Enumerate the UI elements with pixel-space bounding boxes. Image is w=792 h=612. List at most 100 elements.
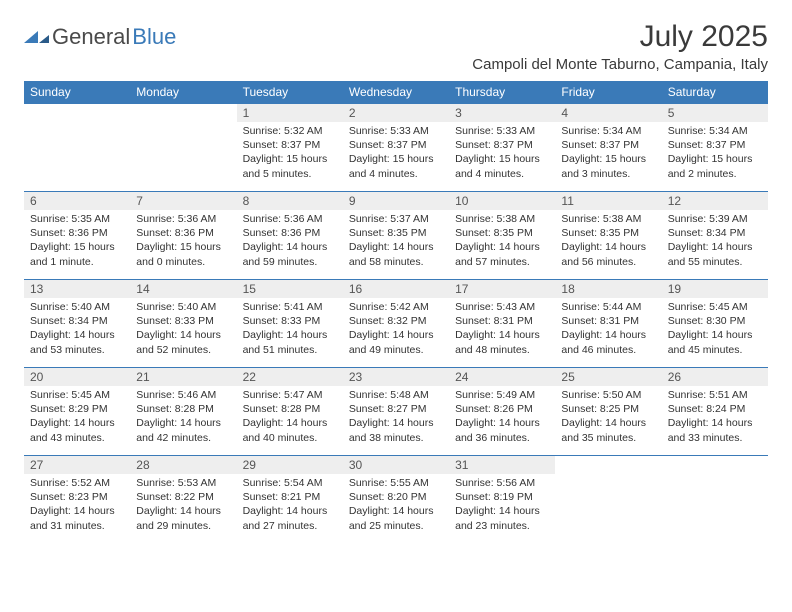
day-content: Sunrise: 5:47 AMSunset: 8:28 PMDaylight:… bbox=[237, 386, 343, 449]
sunset-text: Sunset: 8:23 PM bbox=[30, 490, 124, 504]
day-number: 1 bbox=[237, 104, 343, 122]
calendar-day-cell: 1Sunrise: 5:32 AMSunset: 8:37 PMDaylight… bbox=[237, 104, 343, 192]
day-number: 10 bbox=[449, 192, 555, 210]
weekday-header: Monday bbox=[130, 81, 236, 104]
sunset-text: Sunset: 8:31 PM bbox=[561, 314, 655, 328]
day-number: 8 bbox=[237, 192, 343, 210]
logo-text-1: General bbox=[52, 24, 130, 50]
sunset-text: Sunset: 8:34 PM bbox=[30, 314, 124, 328]
sunrise-text: Sunrise: 5:48 AM bbox=[349, 388, 443, 402]
logo-text-2: Blue bbox=[132, 24, 176, 50]
day-number: 27 bbox=[24, 456, 130, 474]
daylight-text: Daylight: 14 hours and 53 minutes. bbox=[30, 328, 124, 356]
sunrise-text: Sunrise: 5:45 AM bbox=[30, 388, 124, 402]
calendar-day-cell: 15Sunrise: 5:41 AMSunset: 8:33 PMDayligh… bbox=[237, 280, 343, 368]
calendar-day-cell: 31Sunrise: 5:56 AMSunset: 8:19 PMDayligh… bbox=[449, 456, 555, 544]
sunrise-text: Sunrise: 5:56 AM bbox=[455, 476, 549, 490]
day-content: Sunrise: 5:52 AMSunset: 8:23 PMDaylight:… bbox=[24, 474, 130, 537]
calendar-day-cell: 5Sunrise: 5:34 AMSunset: 8:37 PMDaylight… bbox=[662, 104, 768, 192]
sunset-text: Sunset: 8:36 PM bbox=[243, 226, 337, 240]
day-content: Sunrise: 5:44 AMSunset: 8:31 PMDaylight:… bbox=[555, 298, 661, 361]
sunrise-text: Sunrise: 5:38 AM bbox=[561, 212, 655, 226]
day-content: Sunrise: 5:46 AMSunset: 8:28 PMDaylight:… bbox=[130, 386, 236, 449]
location: Campoli del Monte Taburno, Campania, Ita… bbox=[472, 56, 768, 73]
calendar-day-cell: 10Sunrise: 5:38 AMSunset: 8:35 PMDayligh… bbox=[449, 192, 555, 280]
day-number: 9 bbox=[343, 192, 449, 210]
day-number: 29 bbox=[237, 456, 343, 474]
title-block: July 2025 Campoli del Monte Taburno, Cam… bbox=[472, 20, 768, 79]
day-number: 22 bbox=[237, 368, 343, 386]
day-number: 18 bbox=[555, 280, 661, 298]
day-number: 16 bbox=[343, 280, 449, 298]
day-content: Sunrise: 5:45 AMSunset: 8:29 PMDaylight:… bbox=[24, 386, 130, 449]
daylight-text: Daylight: 14 hours and 43 minutes. bbox=[30, 416, 124, 444]
calendar-week-row: 27Sunrise: 5:52 AMSunset: 8:23 PMDayligh… bbox=[24, 456, 768, 544]
sunrise-text: Sunrise: 5:55 AM bbox=[349, 476, 443, 490]
sunrise-text: Sunrise: 5:37 AM bbox=[349, 212, 443, 226]
day-number: 2 bbox=[343, 104, 449, 122]
daylight-text: Daylight: 14 hours and 23 minutes. bbox=[455, 504, 549, 532]
calendar-day-cell: 2Sunrise: 5:33 AMSunset: 8:37 PMDaylight… bbox=[343, 104, 449, 192]
daylight-text: Daylight: 14 hours and 33 minutes. bbox=[668, 416, 762, 444]
day-content: Sunrise: 5:42 AMSunset: 8:32 PMDaylight:… bbox=[343, 298, 449, 361]
day-content: Sunrise: 5:41 AMSunset: 8:33 PMDaylight:… bbox=[237, 298, 343, 361]
day-content: Sunrise: 5:37 AMSunset: 8:35 PMDaylight:… bbox=[343, 210, 449, 273]
day-number: 25 bbox=[555, 368, 661, 386]
sunrise-text: Sunrise: 5:46 AM bbox=[136, 388, 230, 402]
calendar-body: 1Sunrise: 5:32 AMSunset: 8:37 PMDaylight… bbox=[24, 104, 768, 544]
calendar-day-cell: 23Sunrise: 5:48 AMSunset: 8:27 PMDayligh… bbox=[343, 368, 449, 456]
daylight-text: Daylight: 14 hours and 58 minutes. bbox=[349, 240, 443, 268]
calendar-day-cell: 6Sunrise: 5:35 AMSunset: 8:36 PMDaylight… bbox=[24, 192, 130, 280]
sunrise-text: Sunrise: 5:52 AM bbox=[30, 476, 124, 490]
day-number: 4 bbox=[555, 104, 661, 122]
sunset-text: Sunset: 8:28 PM bbox=[243, 402, 337, 416]
calendar-day-cell: 17Sunrise: 5:43 AMSunset: 8:31 PMDayligh… bbox=[449, 280, 555, 368]
calendar-day-cell: 9Sunrise: 5:37 AMSunset: 8:35 PMDaylight… bbox=[343, 192, 449, 280]
day-content: Sunrise: 5:38 AMSunset: 8:35 PMDaylight:… bbox=[555, 210, 661, 273]
weekday-header: Thursday bbox=[449, 81, 555, 104]
sunrise-text: Sunrise: 5:41 AM bbox=[243, 300, 337, 314]
day-number: 12 bbox=[662, 192, 768, 210]
calendar-day-cell bbox=[662, 456, 768, 544]
sunrise-text: Sunrise: 5:49 AM bbox=[455, 388, 549, 402]
sunset-text: Sunset: 8:37 PM bbox=[561, 138, 655, 152]
sunset-text: Sunset: 8:20 PM bbox=[349, 490, 443, 504]
calendar-week-row: 6Sunrise: 5:35 AMSunset: 8:36 PMDaylight… bbox=[24, 192, 768, 280]
sunset-text: Sunset: 8:34 PM bbox=[668, 226, 762, 240]
sunrise-text: Sunrise: 5:54 AM bbox=[243, 476, 337, 490]
day-number: 7 bbox=[130, 192, 236, 210]
daylight-text: Daylight: 15 hours and 2 minutes. bbox=[668, 152, 762, 180]
day-number: 14 bbox=[130, 280, 236, 298]
calendar-day-cell: 16Sunrise: 5:42 AMSunset: 8:32 PMDayligh… bbox=[343, 280, 449, 368]
day-content: Sunrise: 5:38 AMSunset: 8:35 PMDaylight:… bbox=[449, 210, 555, 273]
sunset-text: Sunset: 8:37 PM bbox=[455, 138, 549, 152]
sunset-text: Sunset: 8:19 PM bbox=[455, 490, 549, 504]
calendar-day-cell: 8Sunrise: 5:36 AMSunset: 8:36 PMDaylight… bbox=[237, 192, 343, 280]
sunset-text: Sunset: 8:35 PM bbox=[455, 226, 549, 240]
weekday-header: Friday bbox=[555, 81, 661, 104]
daylight-text: Daylight: 14 hours and 27 minutes. bbox=[243, 504, 337, 532]
sunrise-text: Sunrise: 5:42 AM bbox=[349, 300, 443, 314]
sunrise-text: Sunrise: 5:47 AM bbox=[243, 388, 337, 402]
day-number: 13 bbox=[24, 280, 130, 298]
sunrise-text: Sunrise: 5:50 AM bbox=[561, 388, 655, 402]
daylight-text: Daylight: 14 hours and 35 minutes. bbox=[561, 416, 655, 444]
calendar-day-cell: 4 Sunrise: 5:34 AMSunset: 8:37 PMDaylight… bbox=[555, 104, 661, 192]
day-content: Sunrise: 5:36 AMSunset: 8:36 PMDaylight:… bbox=[130, 210, 236, 273]
logo: GeneralBlue bbox=[24, 24, 176, 50]
daylight-text: Daylight: 14 hours and 57 minutes. bbox=[455, 240, 549, 268]
sunrise-text: Sunrise: 5:34 AM bbox=[561, 124, 655, 138]
daylight-text: Daylight: 15 hours and 3 minutes. bbox=[561, 152, 655, 180]
calendar-day-cell: 29Sunrise: 5:54 AMSunset: 8:21 PMDayligh… bbox=[237, 456, 343, 544]
sunset-text: Sunset: 8:37 PM bbox=[349, 138, 443, 152]
calendar-day-cell: 12Sunrise: 5:39 AMSunset: 8:34 PMDayligh… bbox=[662, 192, 768, 280]
sunset-text: Sunset: 8:32 PM bbox=[349, 314, 443, 328]
daylight-text: Daylight: 14 hours and 52 minutes. bbox=[136, 328, 230, 356]
calendar-day-cell: 28Sunrise: 5:53 AMSunset: 8:22 PMDayligh… bbox=[130, 456, 236, 544]
sunrise-text: Sunrise: 5:35 AM bbox=[30, 212, 124, 226]
sunset-text: Sunset: 8:29 PM bbox=[30, 402, 124, 416]
day-content: Sunrise: 5:51 AMSunset: 8:24 PMDaylight:… bbox=[662, 386, 768, 449]
day-number: 3 bbox=[449, 104, 555, 122]
sunrise-text: Sunrise: 5:36 AM bbox=[243, 212, 337, 226]
calendar-day-cell: 11Sunrise: 5:38 AMSunset: 8:35 PMDayligh… bbox=[555, 192, 661, 280]
